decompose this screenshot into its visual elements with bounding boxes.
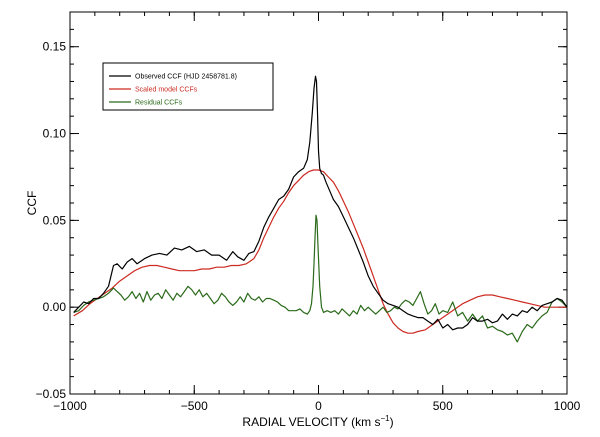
x-tick-label: −1000 [53,399,87,413]
y-tick-label: 0.15 [43,40,67,54]
x-axis-title-exponent: −1 [380,414,390,423]
x-tick-label: 0 [315,399,322,413]
series-line-residual [73,214,568,343]
legend: Observed CCF (HJD 2458781.8) Scaled mode… [102,62,274,111]
x-tick-label: −500 [181,399,208,413]
x-tick-label: 1000 [554,399,581,413]
x-tick-label: 500 [433,399,453,413]
y-tick-label: 0.00 [43,300,67,314]
y-tick-label: 0.10 [43,127,67,141]
series-line-model [73,169,567,334]
axis-tick-labels: −1000 −500 0 500 1000 −0.05 0.00 0.05 0.10 0.15 [36,40,581,413]
y-tick-label: −0.05 [36,387,67,401]
x-axis-title-close: ) [390,415,394,429]
legend-label-observed: Observed CCF (HJD 2458781.8) [135,74,237,81]
legend-label-residual: Residual CCFs [135,100,183,107]
y-axis-title: CCF [25,191,39,216]
series-line-observed [73,75,568,331]
y-tick-label: 0.05 [43,213,67,227]
legend-label-model: Scaled model CCFs [135,87,198,94]
legend-box [102,62,274,111]
chart-series [73,75,568,343]
x-axis-title: RADIAL VELOCITY (km s−1) [242,414,393,429]
